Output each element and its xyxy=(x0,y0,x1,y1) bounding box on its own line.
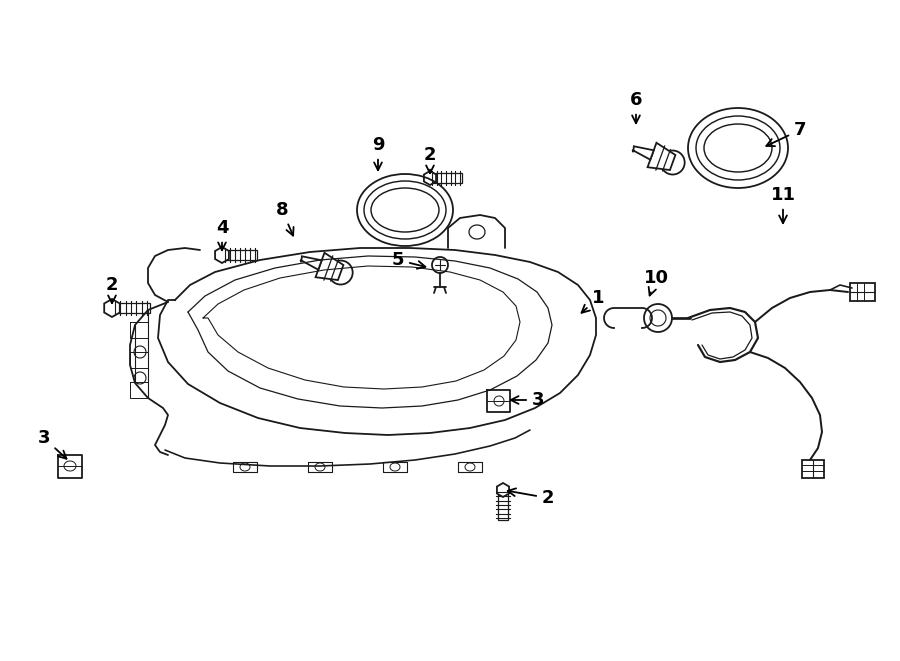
Polygon shape xyxy=(222,250,257,260)
Text: 2: 2 xyxy=(106,276,118,303)
Polygon shape xyxy=(215,247,229,263)
Text: 7: 7 xyxy=(766,121,806,146)
Text: 2: 2 xyxy=(424,146,436,173)
Polygon shape xyxy=(301,256,321,270)
Polygon shape xyxy=(112,303,150,313)
Text: 5: 5 xyxy=(392,251,426,269)
Text: 4: 4 xyxy=(216,219,229,251)
Polygon shape xyxy=(430,173,462,183)
Polygon shape xyxy=(424,171,436,185)
Polygon shape xyxy=(633,146,653,160)
Polygon shape xyxy=(104,299,120,317)
Text: 11: 11 xyxy=(770,186,796,223)
Text: 9: 9 xyxy=(372,136,384,170)
Polygon shape xyxy=(497,483,509,497)
Text: 6: 6 xyxy=(630,91,643,123)
Polygon shape xyxy=(648,143,675,170)
Polygon shape xyxy=(850,283,875,301)
Text: 3: 3 xyxy=(511,391,544,409)
Polygon shape xyxy=(498,490,508,520)
Text: 3: 3 xyxy=(38,429,67,459)
Polygon shape xyxy=(802,460,824,478)
Polygon shape xyxy=(316,253,344,280)
Text: 1: 1 xyxy=(581,289,604,313)
Text: 8: 8 xyxy=(275,201,293,235)
Text: 2: 2 xyxy=(508,488,554,507)
Text: 10: 10 xyxy=(644,269,669,295)
